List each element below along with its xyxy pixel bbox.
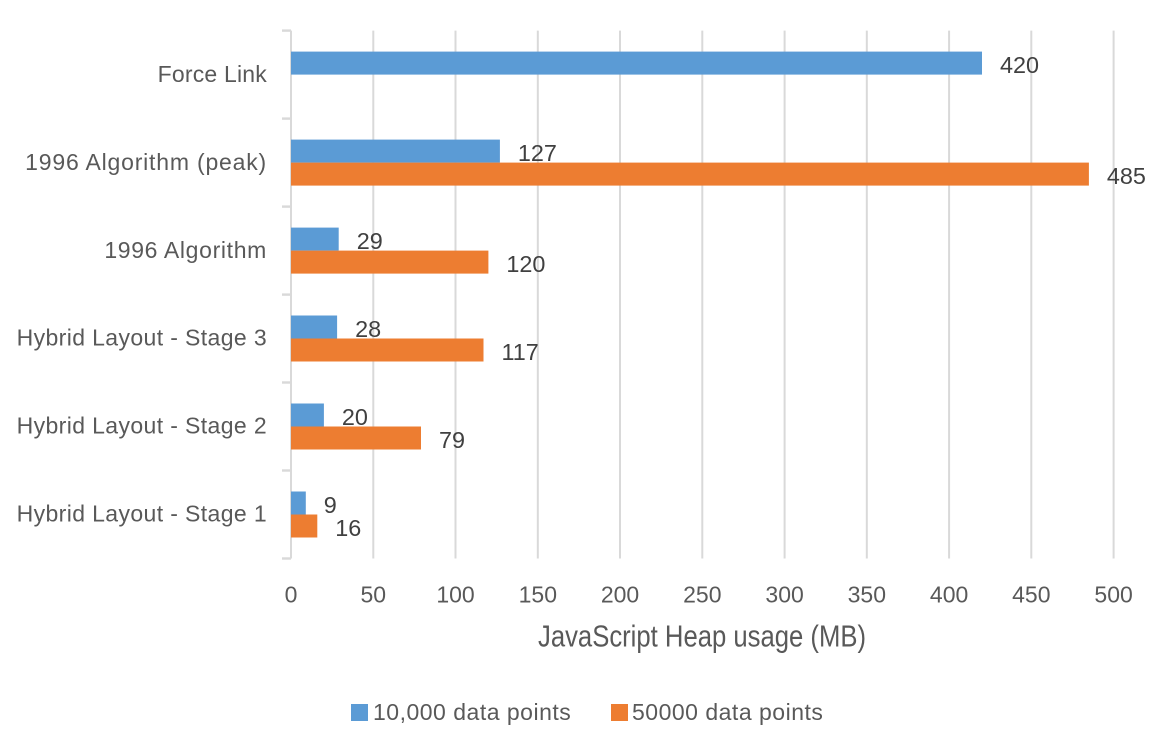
svg-text:9: 9 bbox=[324, 492, 337, 518]
svg-text:117: 117 bbox=[502, 339, 539, 365]
svg-text:350: 350 bbox=[848, 582, 886, 608]
svg-text:Hybrid Layout - Stage 1: Hybrid Layout - Stage 1 bbox=[17, 501, 267, 527]
svg-text:300: 300 bbox=[765, 582, 803, 608]
svg-text:420: 420 bbox=[1000, 52, 1039, 78]
svg-text:1996 Algorithm: 1996 Algorithm bbox=[104, 237, 267, 263]
svg-text:400: 400 bbox=[930, 582, 968, 608]
svg-text:10,000 data points: 10,000 data points bbox=[373, 699, 571, 725]
svg-text:79: 79 bbox=[439, 427, 465, 453]
svg-text:20: 20 bbox=[342, 404, 368, 430]
svg-text:16: 16 bbox=[335, 515, 361, 541]
svg-text:JavaScript Heap usage (MB): JavaScript Heap usage (MB) bbox=[538, 619, 866, 654]
svg-text:100: 100 bbox=[436, 582, 474, 608]
svg-text:28: 28 bbox=[355, 316, 381, 342]
svg-text:450: 450 bbox=[1012, 582, 1050, 608]
svg-text:500: 500 bbox=[1094, 582, 1132, 608]
svg-text:150: 150 bbox=[519, 582, 557, 608]
svg-text:50: 50 bbox=[361, 582, 387, 608]
svg-text:Hybrid Layout - Stage 3: Hybrid Layout - Stage 3 bbox=[17, 325, 267, 351]
svg-text:Force Link: Force Link bbox=[158, 61, 268, 87]
svg-text:250: 250 bbox=[683, 582, 721, 608]
svg-text:127: 127 bbox=[518, 140, 557, 166]
svg-text:485: 485 bbox=[1107, 163, 1146, 189]
svg-text:Hybrid Layout - Stage 2: Hybrid Layout - Stage 2 bbox=[17, 413, 267, 439]
svg-text:200: 200 bbox=[601, 582, 639, 608]
svg-text:120: 120 bbox=[506, 251, 545, 277]
svg-text:0: 0 bbox=[285, 582, 298, 608]
svg-text:29: 29 bbox=[357, 228, 383, 254]
svg-text:50000 data points: 50000 data points bbox=[632, 699, 823, 725]
svg-text:1996 Algorithm (peak): 1996 Algorithm (peak) bbox=[25, 149, 267, 175]
